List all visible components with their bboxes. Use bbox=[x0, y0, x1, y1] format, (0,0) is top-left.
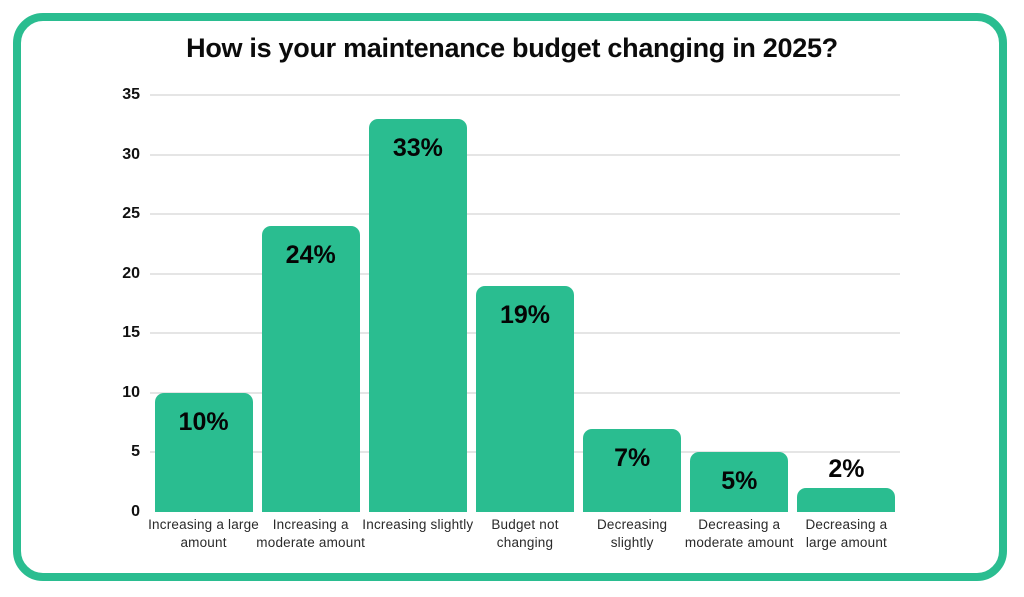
gridline-35 bbox=[150, 94, 900, 96]
y-tick-label-15: 15 bbox=[122, 324, 140, 342]
bar-value-label: 19% bbox=[499, 300, 551, 329]
x-axis-labels: Increasing a large amount Increasing a mo… bbox=[148, 516, 900, 578]
bar bbox=[154, 392, 253, 512]
bar bbox=[476, 285, 574, 512]
bar bbox=[583, 428, 682, 512]
bar-value-label: 2% bbox=[828, 455, 865, 484]
card-border bbox=[13, 13, 1007, 581]
y-tick-label-5: 5 bbox=[131, 443, 140, 461]
x-axis-label: Decreasing slightly bbox=[596, 517, 668, 550]
gridline-30 bbox=[150, 153, 900, 156]
y-tick-label-20: 20 bbox=[122, 264, 140, 282]
bar-value-label: 10% bbox=[178, 407, 229, 436]
gridline-25 bbox=[150, 213, 900, 216]
plot-area: 0 5 10 15 20 25 30 35 10% 24% 33% 19% 7% 5% 2% bbox=[122, 86, 900, 520]
bar-value-label: 5% bbox=[721, 467, 758, 496]
x-axis-label: Increasing a large amount bbox=[148, 517, 260, 550]
bar-value-label: 24% bbox=[285, 241, 336, 270]
x-axis-label: Increasing a moderate amount bbox=[256, 517, 366, 550]
bar bbox=[690, 452, 789, 512]
bar bbox=[797, 488, 896, 512]
y-tick-label-0: 0 bbox=[131, 503, 140, 520]
bar bbox=[261, 226, 360, 512]
chart-title: How is your maintenance budget changing … bbox=[186, 33, 838, 63]
x-axis-label: Decreasing a large amount bbox=[805, 517, 888, 550]
bar-value-label: 7% bbox=[614, 443, 651, 472]
y-tick-label-25: 25 bbox=[122, 205, 140, 223]
gridline-20 bbox=[150, 272, 900, 275]
y-tick-label-35: 35 bbox=[122, 86, 140, 103]
y-tick-label-10: 10 bbox=[122, 383, 140, 401]
x-axis-label: Increasing slightly bbox=[362, 517, 474, 532]
x-axis-label: Budget not changing bbox=[491, 517, 559, 550]
x-axis-label: Decreasing a moderate amount bbox=[684, 517, 794, 550]
bar-value-label: 33% bbox=[392, 133, 443, 162]
y-tick-label-30: 30 bbox=[122, 145, 140, 163]
bar bbox=[368, 118, 467, 512]
